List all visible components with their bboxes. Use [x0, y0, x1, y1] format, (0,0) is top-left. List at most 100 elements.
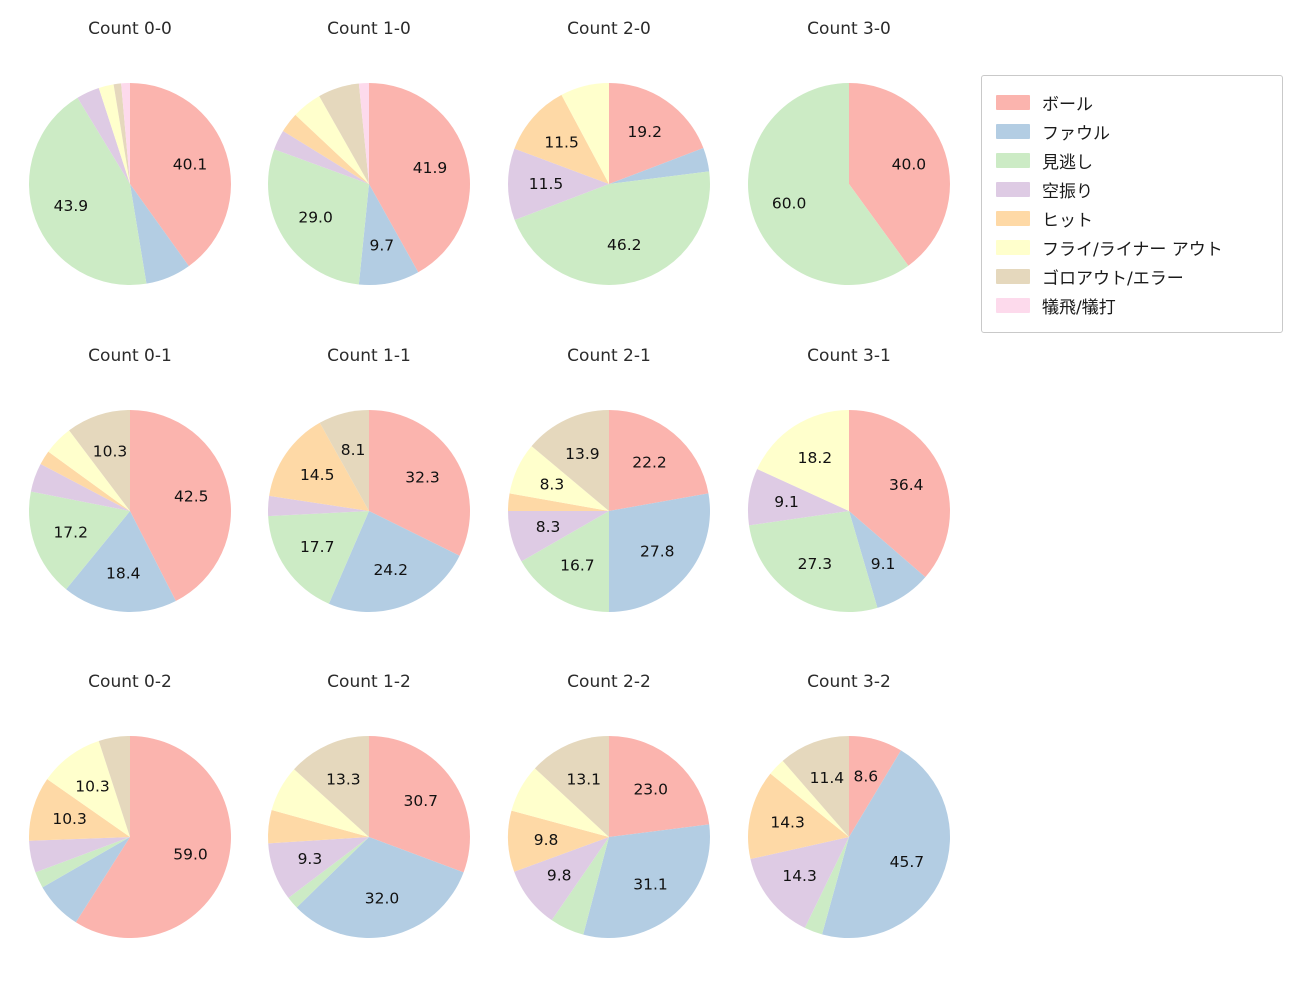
legend-label: ファウル [1042, 124, 1110, 144]
chart-count-2-2: Count 2-2 23.0 31.1 9.8 9.8 13.1 [489, 668, 729, 942]
pie-percent-label: 11.4 [810, 769, 845, 787]
pie-percent-label: 10.3 [75, 777, 110, 795]
pie-count-1-1: 32.3 24.2 17.7 14.5 8.1 [268, 410, 470, 612]
pie-slice-count-0-1-2 [29, 491, 131, 590]
pie-slice-count-1-0-5 [295, 96, 369, 184]
legend-item-6: ゴロアウト/エラー [996, 262, 1272, 291]
legend-swatch-icon [996, 95, 1030, 110]
pie-slice-count-2-0-2 [514, 171, 710, 286]
pie-percent-label: 22.2 [632, 454, 667, 472]
chart-title-count-3-1: Count 3-1 [807, 346, 891, 366]
pie-slice-count-3-1-3 [748, 469, 849, 526]
pie-count-0-0: 40.1 43.9 [28, 83, 231, 286]
pie-slice-count-0-0-5 [98, 84, 130, 184]
chart-count-1-2: Count 1-2 30.7 32.0 9.3 13.3 [249, 668, 489, 942]
pie-slice-count-1-0-2 [268, 149, 369, 285]
chart-count-1-0: Count 1-0 41.9 9.7 29.0 [249, 15, 489, 289]
pie-percent-label: 24.2 [373, 561, 408, 579]
pie-slice-count-3-2-2 [804, 837, 849, 935]
chart-count-0-0: Count 0-0 40.1 43.9 [10, 15, 250, 289]
pie-slice-count-2-2-5 [511, 768, 609, 837]
chart-count-3-2: Count 3-2 8.6 45.7 14.3 14.3 11.4 [729, 668, 969, 942]
pie-percent-label: 29.0 [298, 208, 333, 226]
pie-percent-label: 16.7 [560, 557, 595, 575]
pie-percent-label: 13.3 [326, 770, 361, 788]
pie-percent-label: 10.3 [52, 810, 87, 828]
pie-slice-count-3-0-2 [748, 83, 909, 285]
pie-slice-count-1-2-3 [268, 837, 369, 898]
pie-percent-label: 46.2 [607, 236, 642, 254]
pie-percent-label: 59.0 [173, 846, 208, 864]
pie-slice-count-1-1-3 [268, 495, 369, 517]
chart-title-count-1-2: Count 1-2 [327, 672, 411, 692]
legend: ボール ファウル 見逃し 空振り ヒット フライ/ライナー アウト ゴロアウト/エラー 犠飛/… [981, 75, 1283, 333]
pie-percent-label: 9.1 [871, 555, 896, 573]
pie-percent-label: 40.1 [173, 156, 208, 174]
pie-percent-label: 11.5 [529, 175, 564, 193]
pie-slice-count-0-0-2 [28, 97, 147, 286]
pie-count-3-1: 36.4 9.1 27.3 9.1 18.2 [748, 410, 950, 612]
legend-label: 犠飛/犠打 [1042, 298, 1116, 318]
pie-slice-count-2-0-0 [609, 83, 704, 184]
pie-slice-count-1-2-6 [294, 736, 369, 837]
pie-percent-label: 41.9 [413, 159, 448, 177]
pie-percent-label: 18.4 [106, 565, 141, 583]
chart-count-3-1: Count 3-1 36.4 9.1 27.3 9.1 18.2 [729, 342, 969, 616]
pie-percent-label: 17.7 [300, 538, 335, 556]
pie-slice-count-1-1-6 [319, 410, 369, 511]
pie-slice-count-0-2-5 [47, 740, 130, 837]
pie-slice-count-3-2-6 [782, 736, 849, 837]
legend-item-4: ヒット [996, 204, 1272, 233]
chart-count-2-0: Count 2-0 19.2 46.2 11.5 11.5 [489, 15, 729, 289]
pie-slice-count-1-2-5 [271, 769, 369, 837]
pie-slice-count-3-2-4 [747, 773, 849, 860]
pie-slice-count-3-2-5 [770, 760, 849, 837]
pie-count-3-0: 40.0 60.0 [748, 83, 951, 285]
pie-slice-count-3-1-0 [849, 410, 950, 578]
pie-slice-count-2-1-5 [509, 446, 609, 511]
pie-slice-count-0-0-1 [130, 184, 189, 284]
pie-count-2-2: 23.0 31.1 9.8 9.8 13.1 [508, 736, 710, 939]
pie-percent-label: 9.3 [298, 850, 323, 868]
chart-count-3-0: Count 3-0 40.0 60.0 [729, 15, 969, 289]
pie-slice-count-0-0-3 [77, 87, 130, 184]
pie-slice-count-3-1-1 [849, 511, 926, 608]
pie-slice-count-1-0-6 [319, 83, 369, 184]
pie-slice-count-0-2-6 [98, 736, 130, 837]
legend-swatch-icon [996, 211, 1030, 226]
pie-slice-count-1-0-0 [369, 83, 470, 273]
pie-slice-count-2-1-0 [609, 410, 709, 511]
legend-item-7: 犠飛/犠打 [996, 291, 1272, 320]
pie-percent-label: 36.4 [889, 476, 924, 494]
pie-slice-count-2-2-1 [583, 824, 710, 939]
pie-count-0-1: 42.5 18.4 17.2 10.3 [29, 410, 231, 612]
pie-slice-count-0-2-3 [29, 837, 130, 873]
pie-percent-label: 14.3 [782, 867, 817, 885]
pie-slice-count-2-0-3 [507, 148, 609, 220]
pie-percent-label: 14.3 [770, 814, 805, 832]
pie-slice-count-1-1-1 [328, 511, 460, 612]
pie-slice-count-2-0-1 [609, 148, 710, 184]
chart-title-count-0-0: Count 0-0 [88, 19, 172, 39]
pie-percent-label: 9.8 [534, 831, 559, 849]
pie-slice-count-1-2-0 [369, 736, 470, 873]
pie-percent-label: 60.0 [772, 195, 807, 213]
pie-slice-count-2-2-4 [508, 810, 609, 872]
pie-percent-label: 8.1 [341, 441, 366, 459]
pie-slice-count-3-2-3 [750, 837, 849, 928]
pie-slice-count-1-1-4 [269, 422, 369, 511]
pie-percent-label: 45.7 [890, 853, 925, 871]
pie-slice-count-0-1-5 [48, 430, 130, 511]
pie-slice-count-3-2-1 [822, 750, 951, 939]
pie-slice-count-1-1-0 [369, 410, 470, 556]
legend-swatch-icon [996, 298, 1030, 313]
legend-swatch-icon [996, 182, 1030, 197]
pie-slice-count-1-0-4 [283, 114, 369, 184]
pie-slice-count-3-2-0 [849, 736, 901, 837]
pie-percent-label: 40.0 [892, 156, 927, 174]
pie-percent-label: 23.0 [633, 781, 668, 799]
pie-percent-label: 13.1 [567, 770, 602, 788]
pie-slice-count-0-0-0 [130, 83, 231, 267]
pie-slice-count-2-2-2 [551, 837, 609, 935]
pie-slice-count-0-1-4 [40, 451, 131, 511]
